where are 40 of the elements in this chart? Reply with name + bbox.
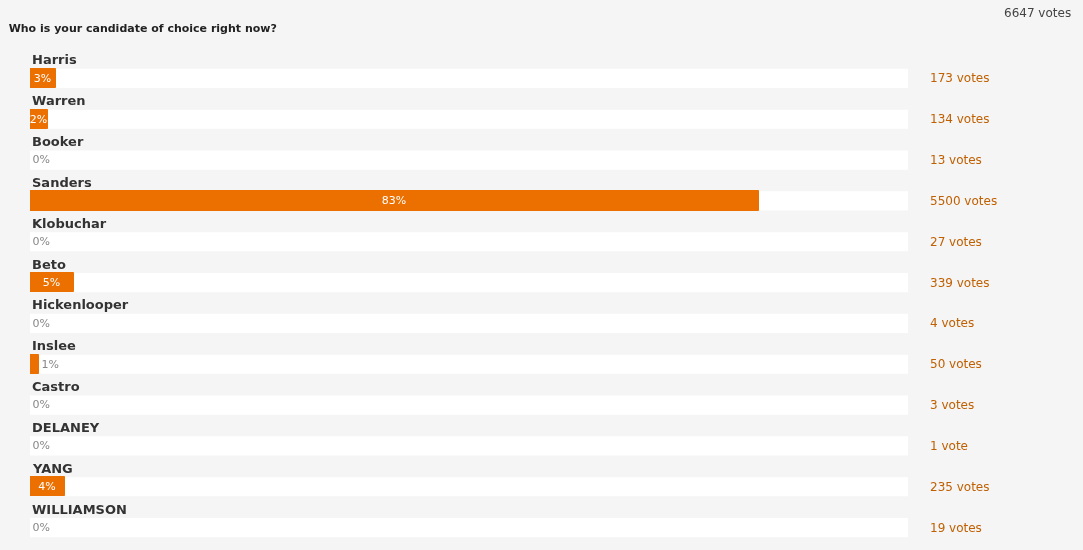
text: 19 votes <box>930 521 982 535</box>
y-tick-label: WILLIAMSON <box>32 502 127 517</box>
text: 3 votes <box>930 398 975 412</box>
y-tick-label: Hickenlooper <box>32 297 129 312</box>
y-tick-label: Warren <box>32 93 86 108</box>
data-label: 0% <box>32 439 50 452</box>
data-label: 3% <box>33 71 52 85</box>
data-label: 0% <box>32 234 50 248</box>
text: 50 votes <box>930 357 982 371</box>
data-label: 83% <box>381 194 407 207</box>
text: 13 votes <box>930 153 982 167</box>
y-tick-label: Sanders <box>32 175 92 190</box>
bar <box>30 354 39 374</box>
text: 6647 votes <box>1004 6 1072 20</box>
data-label: 4% <box>38 479 56 493</box>
data-label: 5% <box>42 275 61 289</box>
y-tick-label: DELANEY <box>32 420 100 435</box>
y-tick-label: Booker <box>32 134 84 149</box>
text: 5500 votes <box>930 194 998 208</box>
data-label: 0% <box>32 520 50 534</box>
text: 339 votes <box>930 276 990 290</box>
chart-title: Who is your candidate of choice right now? <box>8 22 277 36</box>
text: 134 votes <box>930 112 990 126</box>
data-label: 0% <box>32 398 50 411</box>
data-label: 1% <box>41 357 59 371</box>
text: 27 votes <box>930 235 982 249</box>
text: 235 votes <box>930 480 990 494</box>
y-tick-label: Inslee <box>32 338 77 353</box>
text: 4 votes <box>930 316 975 330</box>
data-label: 0% <box>32 316 50 330</box>
data-label: 0% <box>32 153 50 166</box>
text: 173 votes <box>930 71 990 85</box>
y-tick-label: Castro <box>32 379 80 394</box>
y-tick-label: YANG <box>32 461 73 476</box>
y-tick-label: Klobuchar <box>32 216 107 231</box>
y-tick-label: Beto <box>32 257 66 272</box>
y-tick-label: Harris <box>32 52 77 67</box>
data-label: 2% <box>29 112 48 126</box>
bar <box>30 272 74 292</box>
text: 1 vote <box>930 439 968 453</box>
